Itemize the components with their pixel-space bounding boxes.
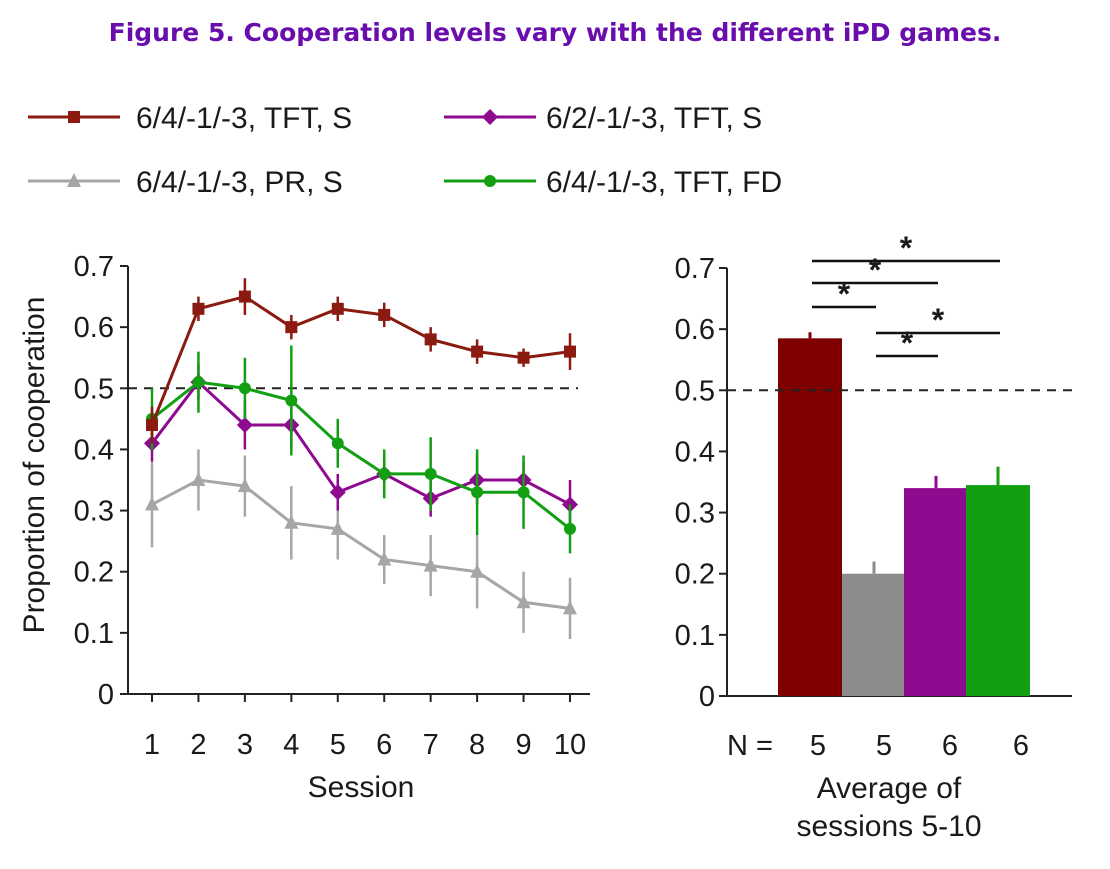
legend-item: 6/4/-1/-3, TFT, FD [444, 166, 782, 199]
line-chart-panel: 0 0.1 0.2 0.3 0.4 0.5 0.6 0.7 1 2 3 4 5 6 7 8 9 10 Session… [18, 251, 590, 804]
y-axis-title: Proportion of cooperation [18, 297, 51, 634]
x-axis-title: Session [308, 771, 415, 804]
legend-item: 6/4/-1/-3, TFT, S [28, 102, 352, 135]
data-point [285, 321, 298, 334]
bar [904, 488, 968, 696]
y-tick-label: 0.7 [675, 253, 715, 285]
y-tick-label: 0.7 [74, 251, 114, 283]
data-point [237, 478, 252, 493]
series-line [151, 380, 571, 531]
data-point [329, 484, 346, 501]
y-tick-label: 0.6 [675, 314, 715, 346]
legend-label: 6/4/-1/-3, TFT, FD [546, 166, 782, 199]
y-tick-label: 0.4 [675, 436, 715, 468]
legend-marker [68, 111, 80, 123]
data-point [517, 486, 530, 499]
legend-label: 6/4/-1/-3, PR, S [136, 166, 343, 199]
x-tick-label: 8 [469, 729, 485, 761]
x-axis-title: Average of [817, 772, 962, 805]
legend-marker [484, 175, 496, 187]
data-point [146, 418, 158, 431]
data-point [564, 522, 576, 535]
data-point [423, 557, 438, 572]
y-tick-label: 0 [98, 679, 114, 711]
figure-title: Figure 5. Cooperation levels vary with t… [108, 18, 1002, 47]
x-tick-label: 3 [237, 729, 253, 761]
y-tick-label: 0 [699, 681, 715, 713]
x-tick-label: 1 [144, 729, 160, 761]
series-group [145, 449, 577, 639]
x-tick-label: 7 [423, 729, 439, 761]
y-tick-label: 0.1 [675, 620, 715, 652]
x-tick-label: 6 [376, 729, 392, 761]
data-point [424, 467, 437, 480]
bar [842, 573, 906, 696]
data-point [284, 514, 299, 529]
x-axis-title: sessions 5-10 [796, 810, 981, 843]
data-point [331, 302, 344, 315]
data-point [145, 496, 159, 511]
n-value: 6 [1013, 730, 1029, 762]
y-tick-label: 0.2 [74, 557, 114, 589]
bar-chart-panel: 0 0.1 0.2 0.3 0.4 0.5 0.6 0.7 * * * * * N = 5 5 6 6 Averag… [675, 230, 1072, 843]
x-tick-label: 4 [283, 729, 299, 761]
significance-star: * [869, 252, 882, 288]
series-group [146, 278, 576, 444]
x-tick-label: 2 [190, 729, 206, 761]
legend-label: 6/2/-1/-3, TFT, S [546, 102, 762, 135]
y-tick-label: 0.5 [675, 375, 715, 407]
series-line [151, 478, 571, 610]
data-point [378, 467, 391, 480]
bar [966, 485, 1030, 696]
y-tick-label: 0.3 [675, 498, 715, 530]
data-point [471, 486, 484, 499]
legend-marker [67, 173, 81, 187]
y-tick-label: 0.1 [74, 618, 114, 650]
data-point [330, 520, 345, 535]
data-point [238, 290, 251, 303]
data-point [470, 563, 485, 578]
legend-marker [482, 109, 498, 125]
significance-star: * [932, 302, 945, 338]
data-point [331, 437, 344, 450]
n-value: 6 [942, 730, 958, 762]
data-point [517, 351, 530, 364]
data-point [285, 394, 298, 407]
n-value: 5 [876, 730, 892, 762]
x-tick-label: 9 [515, 729, 531, 761]
data-point [516, 594, 531, 609]
significance-star: * [838, 276, 851, 312]
data-point [378, 308, 391, 321]
series-group [146, 345, 576, 554]
series-line [150, 294, 571, 426]
data-point [192, 302, 205, 315]
legend-item: 6/4/-1/-3, PR, S [28, 166, 343, 199]
data-point [377, 551, 392, 566]
legend-item: 6/2/-1/-3, TFT, S [444, 102, 762, 135]
legend-label: 6/4/-1/-3, TFT, S [136, 102, 352, 135]
data-point [238, 382, 251, 395]
data-point [236, 416, 253, 433]
data-point [191, 472, 206, 486]
data-point [192, 376, 205, 389]
data-point [564, 345, 576, 358]
significance-star: * [900, 230, 913, 266]
data-point [471, 345, 484, 358]
x-tick-label: 5 [330, 729, 346, 761]
data-point [424, 333, 437, 346]
n-value: 5 [810, 730, 826, 762]
y-tick-label: 0.6 [74, 312, 114, 344]
y-tick-label: 0.2 [675, 559, 715, 591]
significance-star: * [901, 325, 914, 361]
data-point [563, 600, 577, 615]
bar [778, 338, 842, 696]
y-tick-label: 0.4 [74, 434, 114, 466]
y-tick-label: 0.5 [74, 373, 114, 405]
n-label: N = [727, 730, 773, 762]
y-tick-label: 0.3 [74, 496, 114, 528]
x-tick-label: 10 [554, 729, 586, 761]
legend: 6/4/-1/-3, TFT, S 6/2/-1/-3, TFT, S 6/4/-1… [28, 102, 782, 199]
series-line [150, 379, 571, 506]
